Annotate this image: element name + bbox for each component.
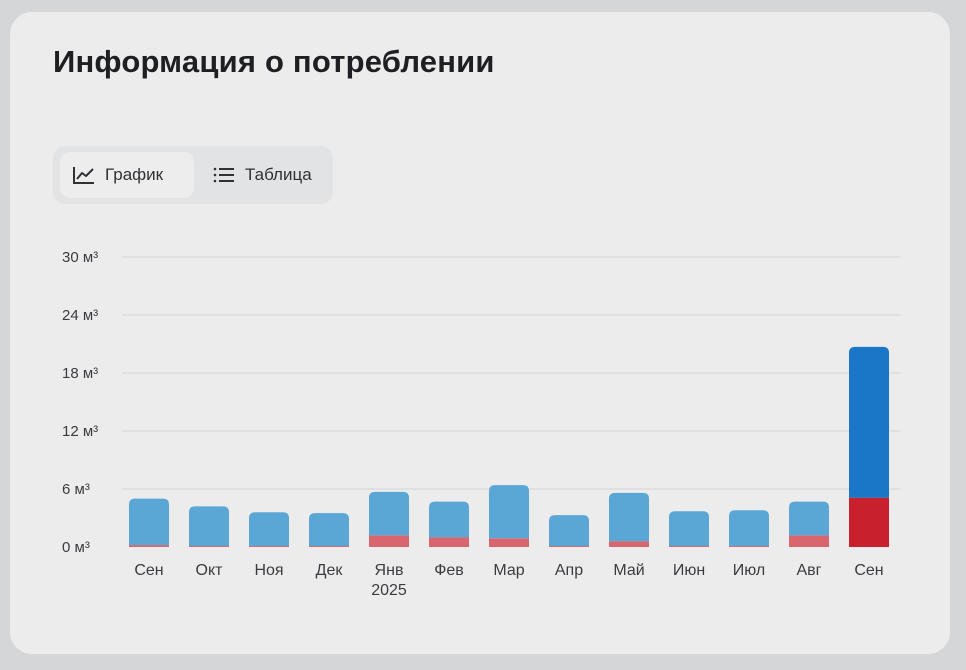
bar-segment: [129, 545, 169, 547]
y-tick-label: 6 м³: [62, 481, 90, 498]
view-toggle: График Таблица: [53, 146, 333, 204]
x-tick-label: Сен: [854, 562, 883, 579]
bar-segment: [669, 511, 709, 547]
y-tick-label: 18 м³: [62, 365, 98, 382]
graph-tab[interactable]: График: [60, 152, 194, 198]
x-tick-label: Апр: [555, 562, 583, 579]
bar-segment: [609, 541, 649, 547]
bar-segment: [789, 535, 829, 547]
bar-segment: [369, 491, 409, 536]
bar-segment: [189, 546, 229, 547]
bar-segment: [609, 492, 649, 542]
y-tick-label: 24 м³: [62, 307, 98, 324]
x-tick-label: Дек: [316, 562, 344, 579]
bar-segment: [369, 535, 409, 547]
bar-segment: [489, 538, 529, 547]
bar-segment: [489, 485, 529, 539]
x-tick-label: Янв: [375, 562, 404, 579]
bar-segment: [729, 546, 769, 547]
bar-segment: [129, 498, 169, 546]
y-tick-label: 0 м³: [62, 539, 90, 556]
x-tick-label: Фев: [434, 562, 464, 579]
bar-segment: [789, 501, 829, 536]
bar-segment: [309, 546, 349, 547]
bar-segment: [549, 546, 589, 547]
table-tab-label: Таблица: [245, 165, 312, 184]
x-tick-label: Май: [613, 562, 644, 579]
bar-segment: [189, 506, 229, 547]
x-tick-sublabel: 2025: [371, 582, 407, 599]
y-tick-label: 12 м³: [62, 423, 98, 440]
list-icon: [212, 165, 236, 185]
graph-tab-label: График: [105, 165, 164, 184]
x-tick-label: Июн: [673, 562, 705, 579]
page-title: Информация о потреблении: [53, 44, 495, 79]
x-tick-label: Сен: [134, 562, 163, 579]
bar-segment: [249, 546, 289, 547]
x-tick-label: Окт: [196, 562, 224, 579]
line-chart-icon: [72, 165, 96, 185]
bar-segment: [849, 497, 889, 547]
x-tick-label: Мар: [493, 562, 524, 579]
x-tick-label: Июл: [733, 562, 765, 579]
bar-segment: [669, 546, 709, 547]
table-tab[interactable]: Таблица: [200, 152, 328, 198]
y-tick-label: 30 м³: [62, 249, 98, 266]
bar-segment: [429, 537, 469, 547]
bar-segment: [729, 510, 769, 547]
bar-segment: [309, 513, 349, 547]
x-tick-label: Авг: [796, 562, 821, 579]
x-tick-label: Ноя: [254, 562, 283, 579]
bar-segment: [849, 346, 889, 498]
bar-segment: [249, 512, 289, 547]
bar-segment: [429, 501, 469, 538]
bar-segment: [549, 515, 589, 547]
